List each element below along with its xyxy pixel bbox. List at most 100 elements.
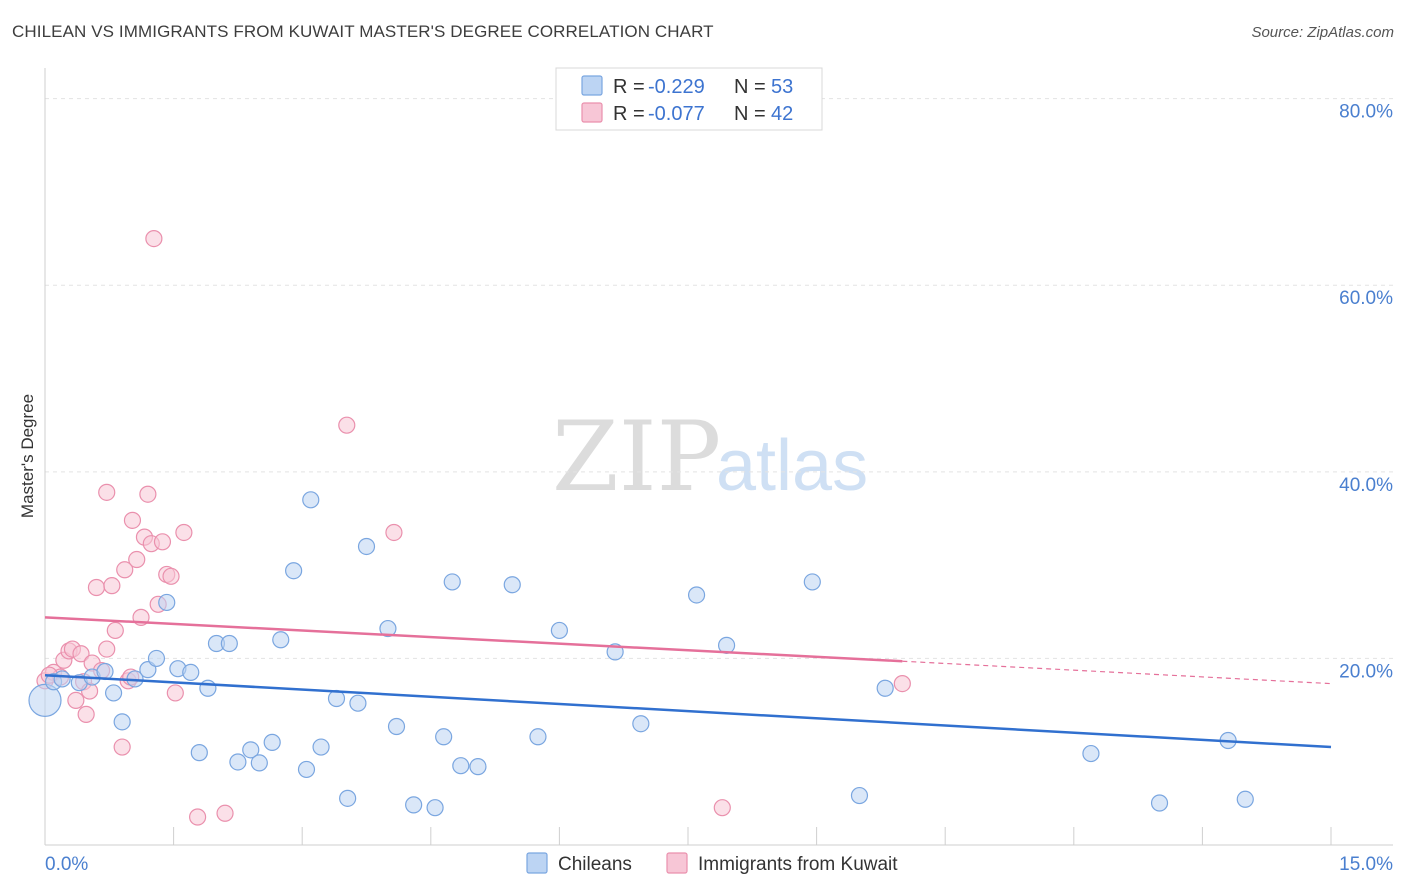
chileans-point	[452, 757, 470, 775]
kuwait-point	[116, 561, 134, 579]
chileans-point	[158, 593, 176, 612]
kuwait-point	[145, 229, 163, 248]
legend-n-label: N =	[734, 76, 766, 98]
watermark: ZIP atlas	[552, 401, 868, 513]
kuwait-trend-line	[44, 616, 903, 663]
x-tick-label: 0.0%	[45, 854, 88, 875]
kuwait-point	[166, 684, 184, 702]
chileans-point	[469, 758, 487, 776]
chileans-point	[339, 789, 357, 807]
chileans-points	[28, 491, 1254, 817]
source-credit: Source: ZipAtlas.com	[1251, 24, 1394, 41]
legend-r-label: R =	[613, 103, 645, 125]
chileans-point	[285, 562, 303, 580]
y-tick-label: 20.0%	[1339, 661, 1393, 682]
series-legend: Chileans Immigrants from Kuwait	[526, 852, 898, 875]
chileans-point	[302, 491, 320, 509]
x-tick-labels: 0.0% 15.0%	[45, 854, 1393, 875]
kuwait-point	[162, 567, 180, 585]
chart-title: CHILEAN VS IMMIGRANTS FROM KUWAIT MASTER…	[12, 22, 714, 41]
watermark-atlas: atlas	[716, 426, 868, 506]
kuwait-point	[103, 577, 121, 595]
chileans-point	[632, 715, 650, 733]
chileans-point	[876, 679, 894, 697]
chileans-point	[803, 573, 821, 591]
kuwait-point	[189, 808, 207, 826]
kuwait-point	[128, 550, 146, 569]
y-tick-label: 40.0%	[1339, 475, 1393, 496]
chileans-point	[199, 679, 217, 697]
chileans-point	[550, 621, 569, 640]
kuwait-point	[113, 738, 131, 756]
legend-r-value: -0.229	[648, 76, 705, 98]
chileans-point	[850, 786, 869, 805]
kuwait-point	[216, 804, 234, 822]
chileans-point	[1150, 794, 1169, 812]
kuwait-point	[98, 483, 116, 501]
chileans-point	[147, 649, 166, 668]
chileans-point	[435, 728, 453, 746]
kuwait-legend-swatch[interactable]	[666, 852, 688, 874]
kuwait-point	[893, 675, 911, 693]
kuwait-point	[153, 533, 172, 551]
legend-n-value: 42	[771, 103, 793, 125]
trend-lines	[44, 616, 1332, 749]
chileans-point	[297, 760, 316, 779]
chileans-point	[1236, 790, 1254, 808]
kuwait-point	[713, 799, 731, 817]
watermark-zip: ZIP	[552, 401, 721, 513]
y-tick-label: 80.0%	[1339, 102, 1393, 123]
y-tick-labels: 20.0% 40.0% 60.0% 80.0%	[1339, 102, 1393, 683]
legend-n-value: 53	[771, 76, 793, 98]
kuwait-point	[123, 511, 142, 529]
kuwait-point	[106, 621, 124, 640]
kuwait-point	[175, 523, 193, 542]
chileans-point	[250, 754, 268, 772]
chileans-point	[263, 733, 281, 751]
kuwait-point	[139, 485, 157, 503]
kuwait-point	[77, 705, 95, 723]
y-axis-label: Master's Degree	[18, 394, 37, 518]
chileans-point	[357, 537, 376, 556]
chileans-point	[28, 683, 62, 717]
chileans-legend-label[interactable]: Chileans	[558, 854, 632, 875]
chileans-point	[272, 631, 290, 649]
chileans-point	[379, 619, 397, 638]
y-tick-label: 60.0%	[1339, 288, 1393, 309]
legend-r-value: -0.077	[648, 103, 705, 125]
kuwait-trend-extension	[902, 660, 1332, 685]
chileans-swatch	[581, 75, 603, 96]
stats-legend: R = -0.229 N = 53 R = -0.077 N = 42	[555, 67, 823, 131]
chileans-point	[242, 741, 260, 759]
kuwait-point	[338, 416, 356, 434]
chileans-trend-line	[44, 673, 1332, 749]
chileans-point	[349, 694, 367, 712]
kuwait-swatch	[581, 102, 603, 123]
kuwait-point	[87, 578, 106, 597]
chileans-point	[220, 634, 238, 653]
x-tick-label: 15.0%	[1339, 854, 1393, 875]
chileans-point	[190, 744, 208, 762]
kuwait-points	[36, 229, 911, 826]
chileans-legend-swatch[interactable]	[526, 852, 548, 874]
chileans-point	[443, 573, 461, 591]
chileans-point	[104, 684, 123, 702]
kuwait-point	[98, 640, 116, 658]
chileans-point	[387, 717, 406, 736]
chileans-point	[503, 576, 521, 594]
legend-r-label: R =	[613, 76, 645, 98]
chileans-point	[687, 586, 706, 604]
chileans-point	[312, 738, 330, 756]
kuwait-point	[67, 691, 85, 709]
chileans-point	[426, 799, 444, 817]
kuwait-point	[72, 645, 90, 663]
kuwait-legend-label[interactable]: Immigrants from Kuwait	[698, 854, 898, 875]
chileans-point	[113, 713, 131, 731]
chileans-point	[229, 753, 247, 771]
kuwait-point	[385, 523, 403, 542]
chileans-point	[1082, 744, 1100, 763]
chileans-point	[182, 663, 200, 682]
gridlines	[45, 98, 1393, 659]
chileans-point	[529, 728, 547, 746]
